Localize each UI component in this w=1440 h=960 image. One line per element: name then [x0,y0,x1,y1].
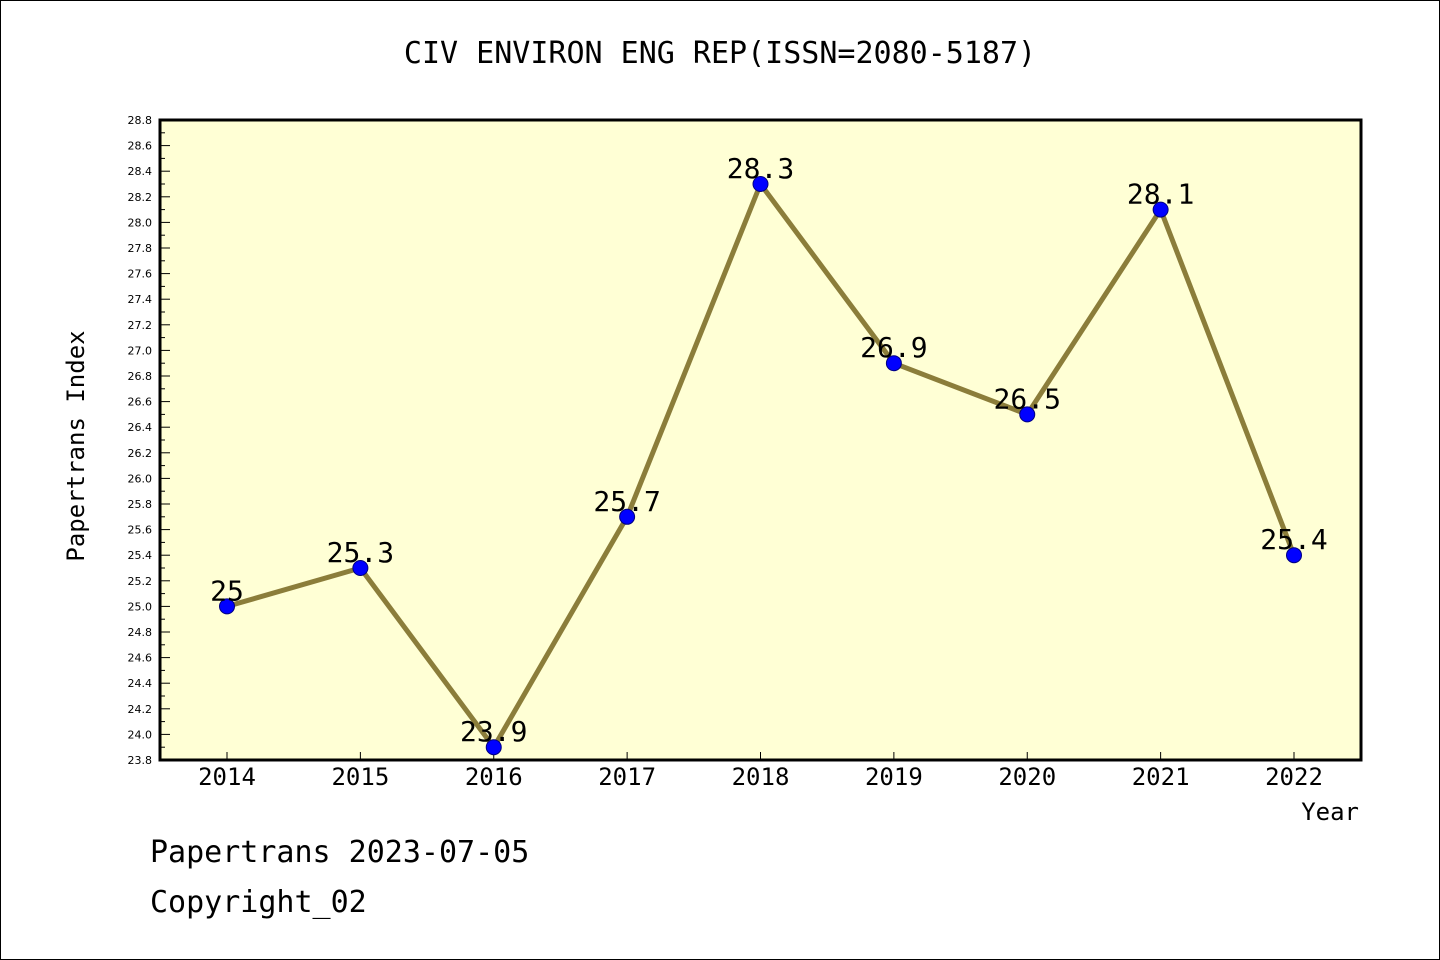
x-tick-label: 2016 [465,763,523,791]
data-label: 25.3 [327,536,394,569]
y-tick-label: 27.6 [128,268,153,281]
y-tick-label: 27.0 [128,344,153,357]
x-tick-label: 2018 [732,763,790,791]
y-tick-label: 26.8 [128,370,153,383]
y-tick-label: 23.8 [128,754,153,767]
x-tick-label: 2017 [598,763,656,791]
data-label: 25.7 [593,485,660,518]
y-tick-label: 24.4 [128,677,153,690]
y-tick-label: 26.6 [128,396,153,409]
y-tick-label: 27.8 [128,242,153,255]
data-point [1152,201,1169,218]
data-points [219,176,1302,756]
data-label: 28.3 [727,152,794,185]
y-tick-label: 27.2 [128,319,153,332]
data-label: 28.1 [1127,178,1194,211]
data-label: 25.4 [1260,523,1327,556]
data-point [619,508,636,525]
x-tick-label: 2019 [865,763,923,791]
y-tick-label: 27.4 [128,293,153,306]
footer-copyright: Copyright_02 [150,885,367,920]
y-tick-label: 25.0 [128,600,153,613]
y-tick-label: 28.2 [128,191,153,204]
x-tick-label: 2015 [331,763,389,791]
data-point [1019,406,1036,423]
y-axis-label: Papertrans Index [62,330,90,561]
data-label: 26.9 [860,331,927,364]
y-axis: 23.8 24.0 24.2 24.4 24.6 24.8 25.0 25.2 25.4 25.6… [128,114,170,767]
data-label: 25 [210,574,244,607]
data-point [485,739,502,756]
footer-date: Papertrans 2023-07-05 [150,835,530,870]
data-labels: 25 25.3 23.9 25.7 28.3 26.9 26.5 28.1 25.4 [210,152,1328,748]
y-tick-label: 24.6 [128,652,153,665]
y-tick-label: 28.6 [128,140,153,153]
data-label: 23.9 [460,715,527,748]
y-tick-label: 28.0 [128,216,153,229]
y-tick-label: 25.4 [128,549,153,562]
y-tick-label: 24.0 [128,728,153,741]
y-tick-label: 26.4 [128,421,153,434]
y-tick-label: 25.6 [128,524,153,537]
data-point [352,560,369,576]
y-tick-label: 28.4 [128,165,153,178]
data-point [219,598,235,615]
x-axis: 2014 2015 2016 2017 2018 2019 2020 2021 2022 [198,752,1323,791]
data-point [1286,547,1302,564]
y-tick-label: 26.0 [128,472,153,485]
x-tick-label: 2014 [198,763,256,791]
chart-title: CIV ENVIRON ENG REP(ISSN=2080-5187) [403,36,1037,71]
y-tick-label: 25.8 [128,498,153,511]
x-tick-label: 2022 [1265,763,1323,791]
y-tick-label: 26.2 [128,447,153,460]
y-tick-label: 28.8 [128,114,153,127]
x-axis-label: Year [1301,798,1359,826]
data-label: 26.5 [994,382,1061,415]
plot-area [160,120,1361,760]
plot-border [158,118,1363,762]
y-tick-label: 24.8 [128,626,153,639]
data-point [885,355,902,372]
x-tick-label: 2021 [1132,763,1190,791]
y-tick-label: 25.2 [128,575,153,588]
x-tick-label: 2020 [998,763,1056,791]
y-tick-label: 24.2 [128,703,153,716]
data-point [752,176,769,192]
